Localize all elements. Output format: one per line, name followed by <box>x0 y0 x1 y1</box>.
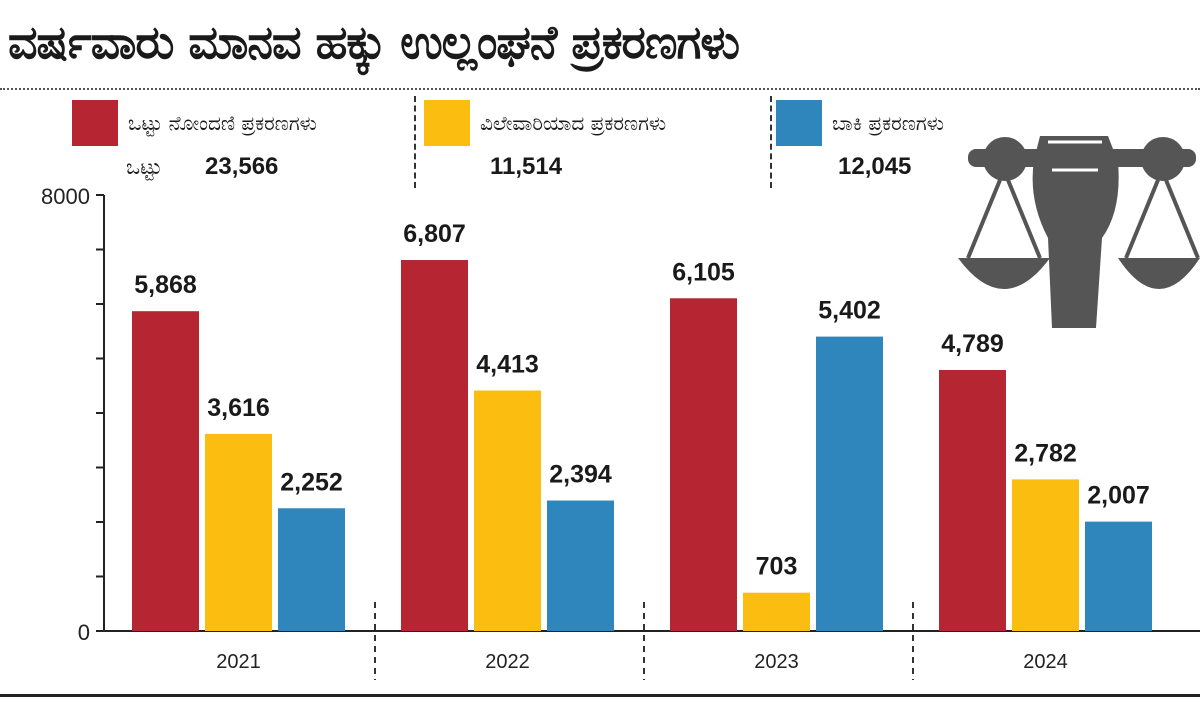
bar-1-0 <box>401 260 468 631</box>
total-prefix: ಒಟ್ಟು <box>126 155 163 179</box>
justice-scales-fist-icon <box>958 136 1200 328</box>
total-registered: 23,566 <box>205 153 279 180</box>
bar-2-1 <box>743 592 810 631</box>
data-label: 6,105 <box>672 258 735 286</box>
data-label: 6,807 <box>403 220 466 248</box>
legend-swatch-pending <box>776 100 822 146</box>
bar-0-0 <box>132 311 199 631</box>
bar-1-2 <box>547 500 614 631</box>
bar-0-1 <box>205 433 272 631</box>
bar-3-1 <box>1012 479 1079 631</box>
bar-3-0 <box>939 369 1006 631</box>
legend-swatch-disposed <box>424 100 470 146</box>
bar-1-1 <box>474 390 541 631</box>
legend-pending: ಬಾಕಿ ಪ್ರಕರಣಗಳು <box>776 100 944 146</box>
legend-registered: ಒಟ್ಟು ನೋಂದಣಿ ಪ್ರಕರಣಗಳು <box>72 100 317 146</box>
bar-2-0 <box>670 298 737 631</box>
total-pending: 12,045 <box>838 153 912 180</box>
legend-divider <box>770 96 772 188</box>
data-label: 2,394 <box>549 461 612 489</box>
y-tick-label: 8000 <box>41 184 90 209</box>
bar-0-2 <box>278 508 345 631</box>
x-tick-label: 2021 <box>216 651 261 673</box>
page-title: ವರ್ಷವಾರು ಮಾನವ ಹಕ್ಕು ಉಲ್ಲಂಘನೆ ಪ್ರಕರಣಗಳು <box>8 15 740 69</box>
y-tick-label: 0 <box>78 620 90 645</box>
legend-disposed: ವಿಲೇವಾರಿಯಾದ ಪ್ರಕರಣಗಳು <box>424 100 666 146</box>
bottom-rule <box>0 694 1200 697</box>
title-divider <box>0 88 1200 90</box>
bar-2-2 <box>816 336 883 631</box>
data-label: 3,616 <box>207 394 270 422</box>
legend-label-pending: ಬಾಕಿ ಪ್ರಕರಣಗಳು <box>832 111 944 135</box>
data-label: 4,789 <box>941 330 1004 358</box>
legend-label-registered: ಒಟ್ಟು ನೋಂದಣಿ ಪ್ರಕರಣಗಳು <box>128 111 317 135</box>
bar-3-2 <box>1085 521 1152 631</box>
data-label: 703 <box>756 553 798 581</box>
data-label: 5,868 <box>134 271 197 299</box>
data-label: 2,007 <box>1087 482 1150 510</box>
data-label: 2,782 <box>1014 439 1077 467</box>
data-label: 4,413 <box>476 350 539 378</box>
data-label: 5,402 <box>818 297 881 325</box>
data-label: 2,252 <box>280 468 343 496</box>
legend-swatch-registered <box>72 100 118 146</box>
x-tick-label: 2023 <box>754 651 799 673</box>
x-tick-label: 2024 <box>1023 651 1068 673</box>
total-disposed: 11,514 <box>490 153 563 180</box>
legend-label-disposed: ವಿಲೇವಾರಿಯಾದ ಪ್ರಕರಣಗಳು <box>480 111 667 135</box>
x-tick-label: 2022 <box>485 651 530 673</box>
legend-divider <box>414 96 416 188</box>
